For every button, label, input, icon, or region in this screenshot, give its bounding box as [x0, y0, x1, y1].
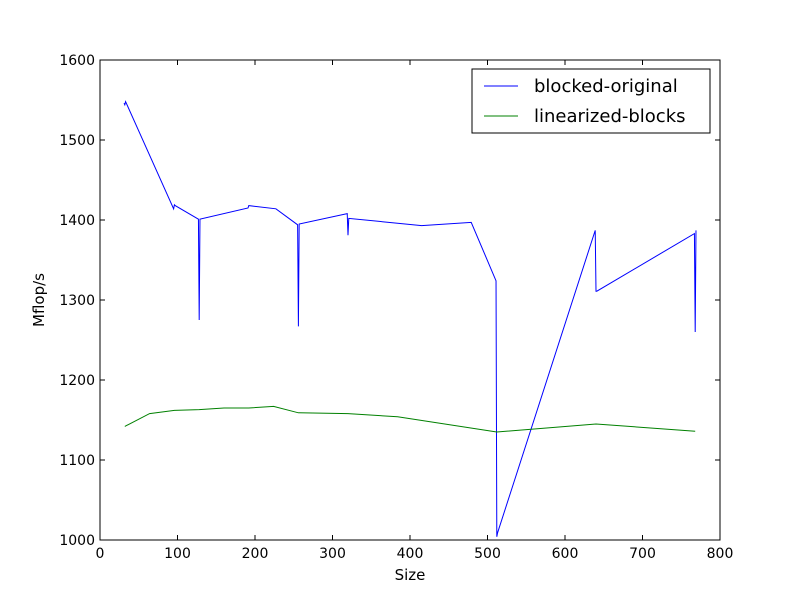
y-tick-label: 1500 — [59, 133, 95, 149]
legend-label-blocked-original: blocked-original — [534, 76, 678, 97]
series-layer — [123, 100, 697, 537]
axes-frame — [99, 59, 721, 541]
y-tick-label: 1000 — [59, 533, 95, 549]
x-tick-label: 300 — [319, 546, 346, 562]
ticks-layer: 0 100 200 300 400 500 600 700 800 1000 1100 1200 130… — [59, 53, 733, 562]
y-tick-label: 1400 — [59, 213, 95, 229]
series-line-blocked-original — [123, 100, 697, 537]
x-tick-label: 700 — [629, 546, 656, 562]
series-line-linearized-blocks — [124, 405, 696, 433]
y-tick-label: 1600 — [59, 53, 95, 69]
plot-area — [100, 60, 720, 540]
y-tick-label: 1100 — [59, 453, 95, 469]
y-axis-label: Mflop/s — [30, 273, 48, 327]
x-tick-label: 200 — [242, 546, 269, 562]
legend-label-linearized-blocks: linearized-blocks — [534, 106, 686, 127]
y-tick-label: 1300 — [59, 293, 95, 309]
x-tick-label: 800 — [707, 546, 734, 562]
y-tick-label: 1200 — [59, 373, 95, 389]
legend: blocked-original linearized-blocks — [471, 68, 711, 134]
x-tick-label: 0 — [96, 546, 105, 562]
x-tick-label: 500 — [474, 546, 501, 562]
x-tick-label: 100 — [164, 546, 191, 562]
legend-box — [471, 68, 711, 134]
x-tick-label: 600 — [552, 546, 579, 562]
x-axis-label: Size — [395, 566, 426, 584]
x-tick-label: 400 — [397, 546, 424, 562]
